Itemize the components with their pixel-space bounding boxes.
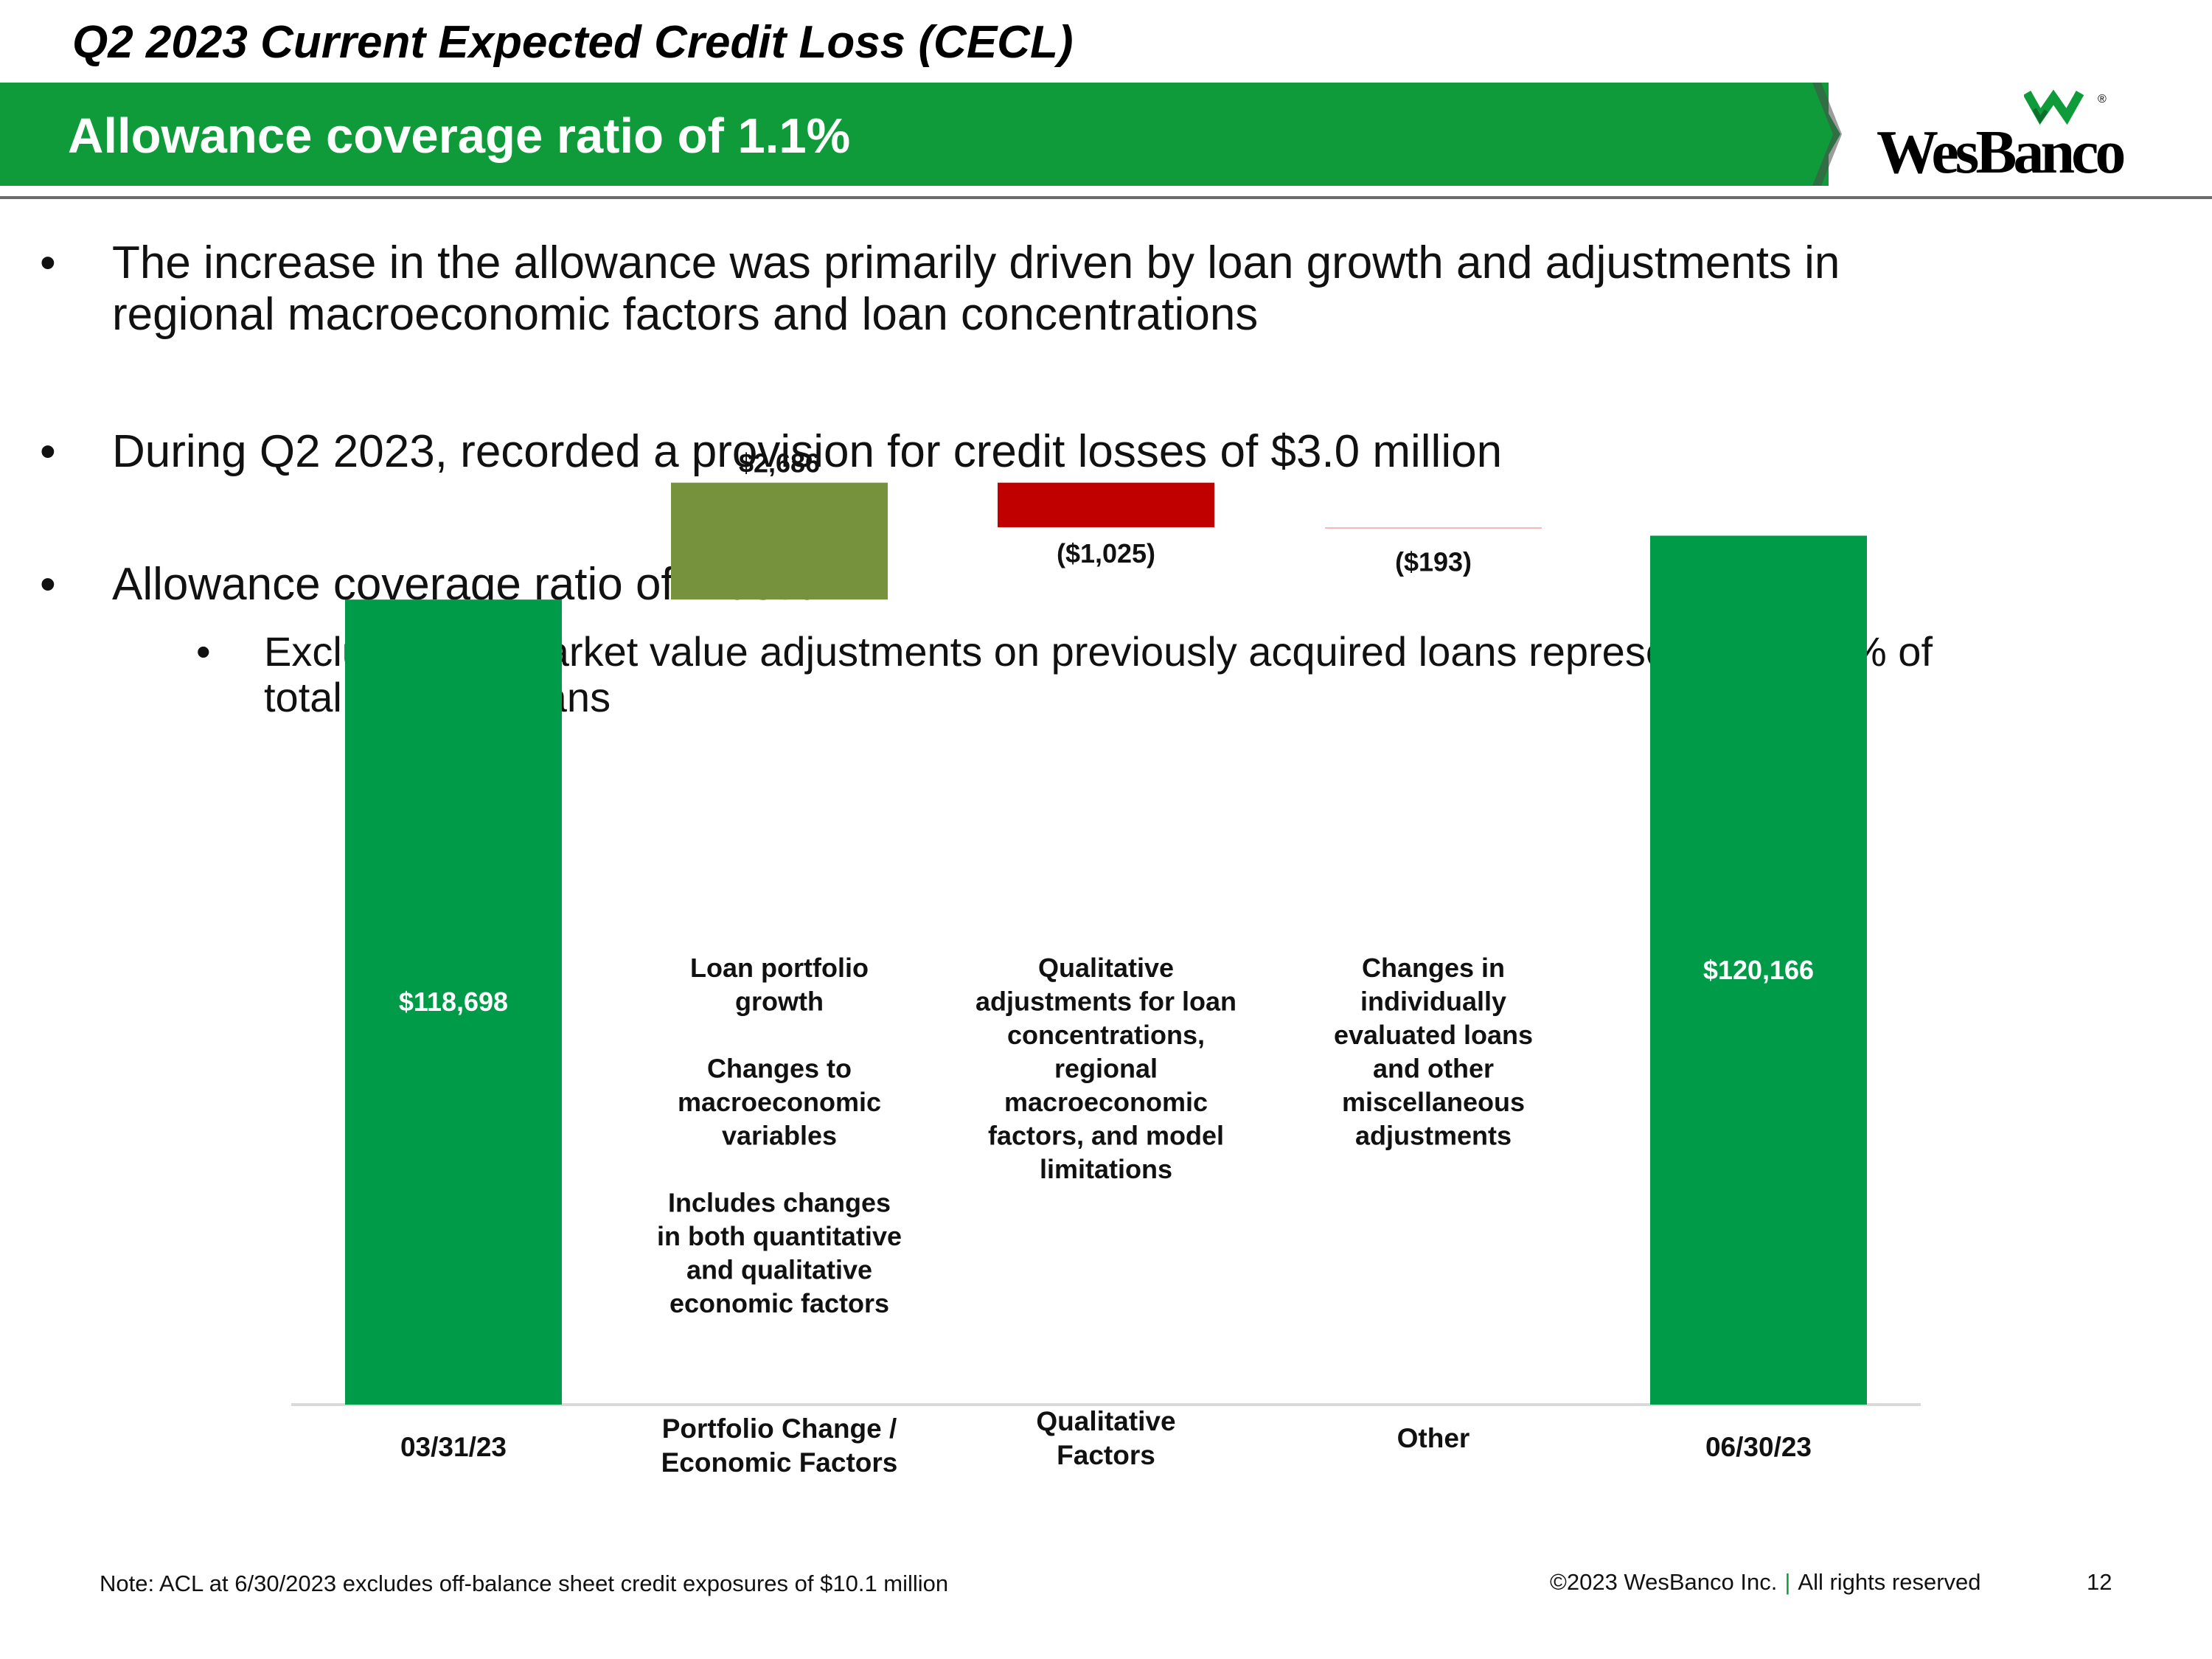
annotation-3: evaluated loans [1334,1020,1533,1050]
annotation-2: regional [1054,1054,1158,1084]
bullet-line: During Q2 2023, recorded a provision for… [112,426,1503,477]
copyright: ©2023 WesBanco Inc. | All rights reserved [1550,1569,1981,1596]
wesbanco-logo-mark-icon [2024,89,2084,125]
bar-4 [1650,535,1867,1405]
bullet-dot: • [40,559,56,610]
category-label-2: Factors [1057,1440,1155,1470]
category-label-1: Portfolio Change / [662,1413,897,1444]
bar-3 [1325,527,1542,529]
annotation-1: growth [735,987,824,1017]
header-divider [0,196,2212,199]
annotation-2: concentrations, [1007,1020,1205,1050]
title-banner [0,83,1829,186]
annotation-3: miscellaneous [1342,1087,1525,1117]
bullet-dot: • [40,426,56,477]
bar-0 [345,599,562,1405]
bullet-dot: • [196,628,211,675]
footnote: Note: ACL at 6/30/2023 excludes off-bala… [100,1571,949,1596]
copyright-text: ©2023 WesBanco Inc. [1550,1569,1778,1595]
category-label-1: Economic Factors [661,1447,898,1478]
annotation-1: Includes changes [668,1188,891,1218]
category-label-2: Qualitative [1036,1406,1175,1436]
data-label-3: ($193) [1395,547,1472,577]
bar-1 [671,482,888,600]
annotation-2: macroeconomic [1004,1087,1208,1117]
annotation-3: individually [1360,987,1506,1017]
annotation-3: Changes in [1362,953,1505,983]
data-label-0: $118,698 [399,987,508,1017]
annotation-3: adjustments [1355,1121,1512,1151]
category-label-3: Other [1397,1423,1470,1453]
bullet-dot: • [40,237,56,288]
bullet-line: The increase in the allowance was primar… [112,237,1840,288]
annotation-1: and qualitative [686,1255,872,1285]
annotation-1: economic factors [669,1288,889,1318]
bullet-allowance-driver: • The increase in the allowance was prim… [40,237,1840,341]
annotation-2: limitations [1040,1154,1172,1184]
annotation-3: and other [1373,1054,1494,1084]
footer-separator: | [1784,1569,1791,1595]
annotation-1: macroeconomic [678,1087,881,1117]
data-label-2: ($1,025) [1057,538,1155,568]
annotation-1: Changes to [707,1054,852,1084]
rights-text: All rights reserved [1798,1569,1981,1595]
annotation-2: adjustments for loan [975,987,1237,1017]
page-number: 12 [2087,1569,2112,1595]
annotation-1: in both quantitative [657,1221,902,1251]
data-label-1: $2,686 [739,448,820,479]
wesbanco-logo: ® WesBanco [1877,87,2138,187]
annotation-2: Qualitative [1038,953,1174,983]
bullet-line: regional macroeconomic factors and loan … [112,289,1259,340]
slide-supertitle: Q2 2023 Current Expected Credit Loss (CE… [72,17,1074,68]
slide-title: Allowance coverage ratio of 1.1% [68,108,851,164]
banner-chevron-icon [1799,83,1842,186]
annotation-2: factors, and model [988,1121,1224,1151]
category-label-4: 06/30/23 [1705,1432,1812,1462]
category-label-0: 03/31/23 [400,1432,507,1462]
registered-mark: ® [2098,93,2107,105]
annotation-1: Loan portfolio [690,953,869,983]
data-label-4: $120,166 [1703,955,1814,985]
annotation-1: variables [722,1121,837,1151]
bullet-provision: • During Q2 2023, recorded a provision f… [40,426,1503,478]
logo-wordmark: WesBanco [1877,118,2126,187]
bar-2 [998,482,1214,528]
